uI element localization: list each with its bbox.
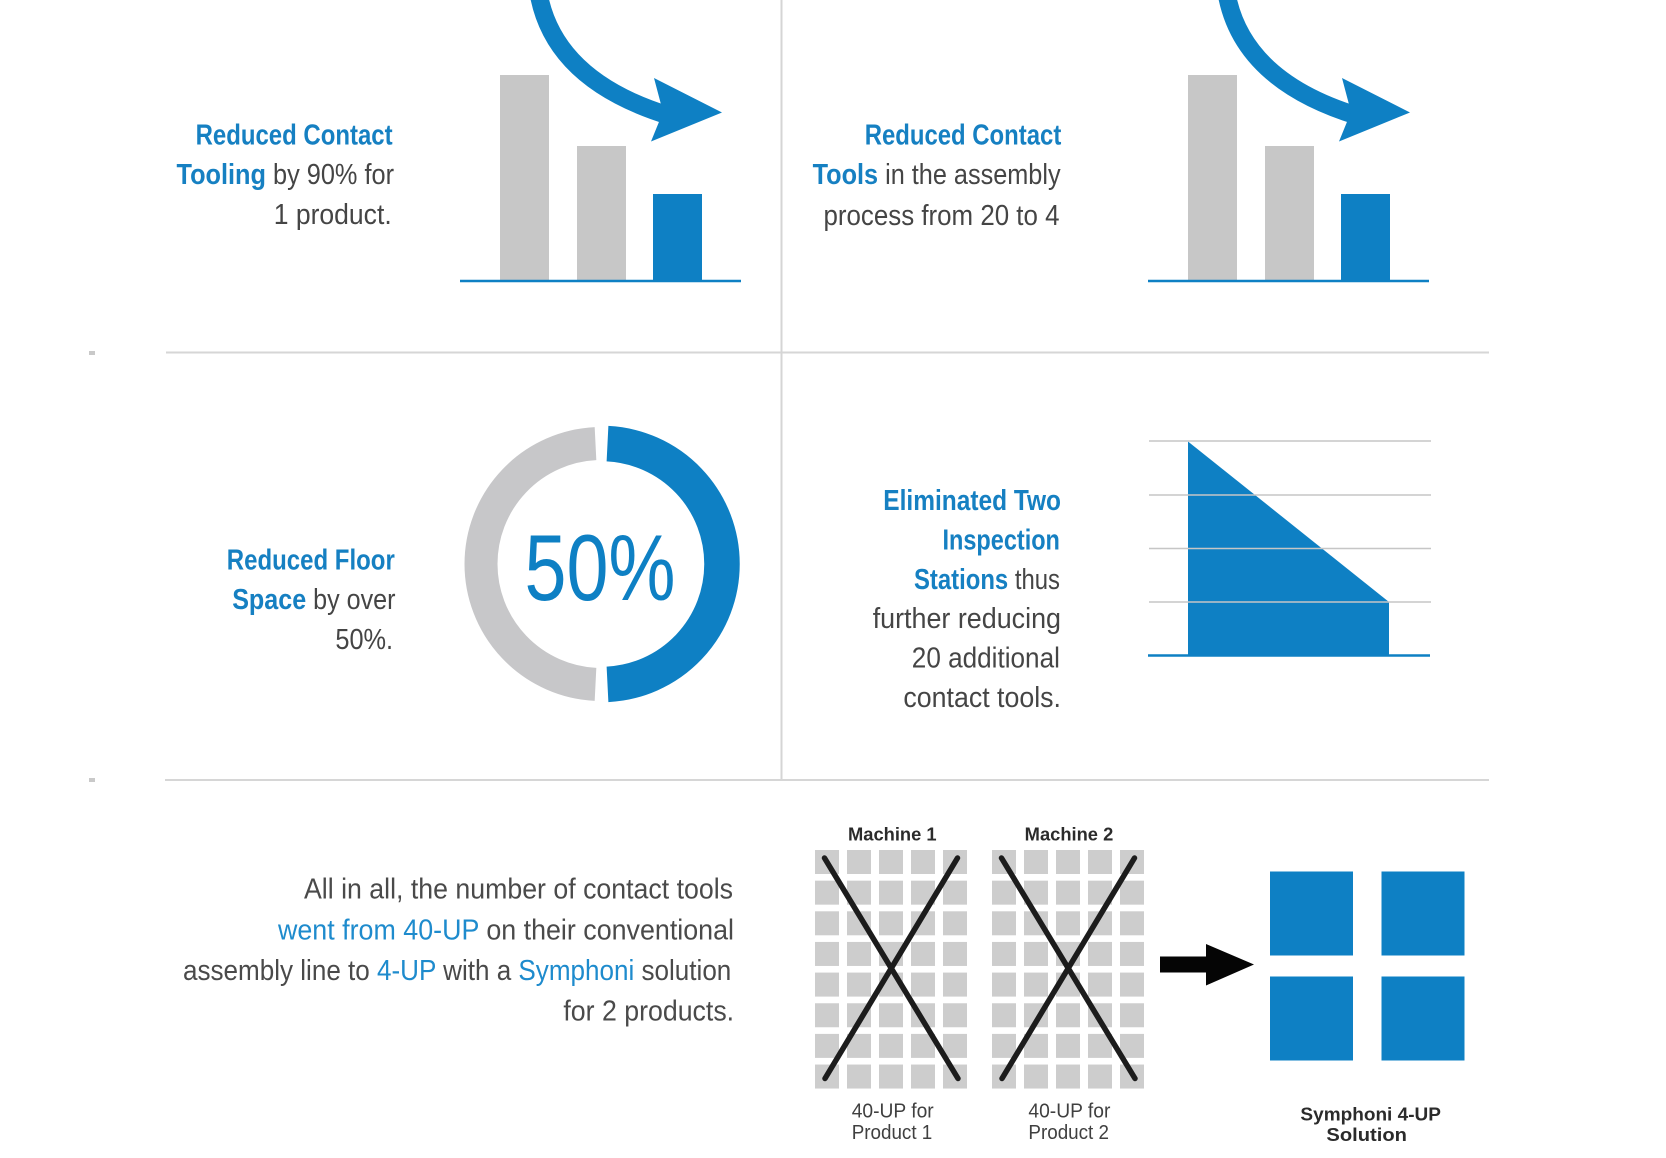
svg-text:50%.: 50%. (335, 624, 393, 656)
svg-text:Inspection: Inspection (943, 524, 1060, 556)
svg-text:All in all, the number of cont: All in all, the number of contact tools (304, 874, 733, 906)
svg-text:contact tools.: contact tools. (903, 682, 1061, 714)
svg-text:Machine 2: Machine 2 (1025, 825, 1114, 845)
svg-text:20 additional: 20 additional (912, 643, 1060, 675)
svg-text:40-UP for: 40-UP for (852, 1101, 934, 1123)
svg-text:Reduced Contact: Reduced Contact (865, 120, 1062, 152)
svg-text:Machine 1: Machine 1 (848, 825, 937, 845)
svg-text:Product 2: Product 2 (1028, 1122, 1109, 1144)
svg-text:process from 20 to 4: process from 20 to 4 (824, 200, 1060, 232)
svg-text:Solution: Solution (1326, 1125, 1407, 1145)
svg-text:50%: 50% (525, 515, 676, 620)
svg-text:Space by over: Space by over (232, 584, 396, 616)
svg-text:Reduced Contact: Reduced Contact (196, 120, 393, 152)
svg-text:assembly line to 4-UP with a S: assembly line to 4-UP with a Symphoni so… (183, 955, 731, 987)
svg-text:Stations thus: Stations thus (914, 564, 1060, 596)
svg-text:further reducing: further reducing (873, 603, 1061, 635)
svg-text:Product 1: Product 1 (852, 1122, 933, 1144)
svg-text:Symphoni 4-UP: Symphoni 4-UP (1300, 1105, 1441, 1125)
svg-text:for 2 products.: for 2 products. (563, 996, 734, 1028)
svg-text:went from 40-UP on their conve: went from 40-UP on their conventional (277, 915, 734, 947)
svg-text:Eliminated Two: Eliminated Two (883, 485, 1061, 517)
svg-text:40-UP for: 40-UP for (1028, 1101, 1110, 1123)
svg-text:1 product.: 1 product. (274, 199, 392, 231)
svg-text:Tools in the assembly: Tools in the assembly (813, 159, 1062, 191)
svg-text:Reduced Floor: Reduced Floor (227, 545, 395, 577)
svg-text:Tooling by 90% for: Tooling by 90% for (177, 159, 395, 191)
